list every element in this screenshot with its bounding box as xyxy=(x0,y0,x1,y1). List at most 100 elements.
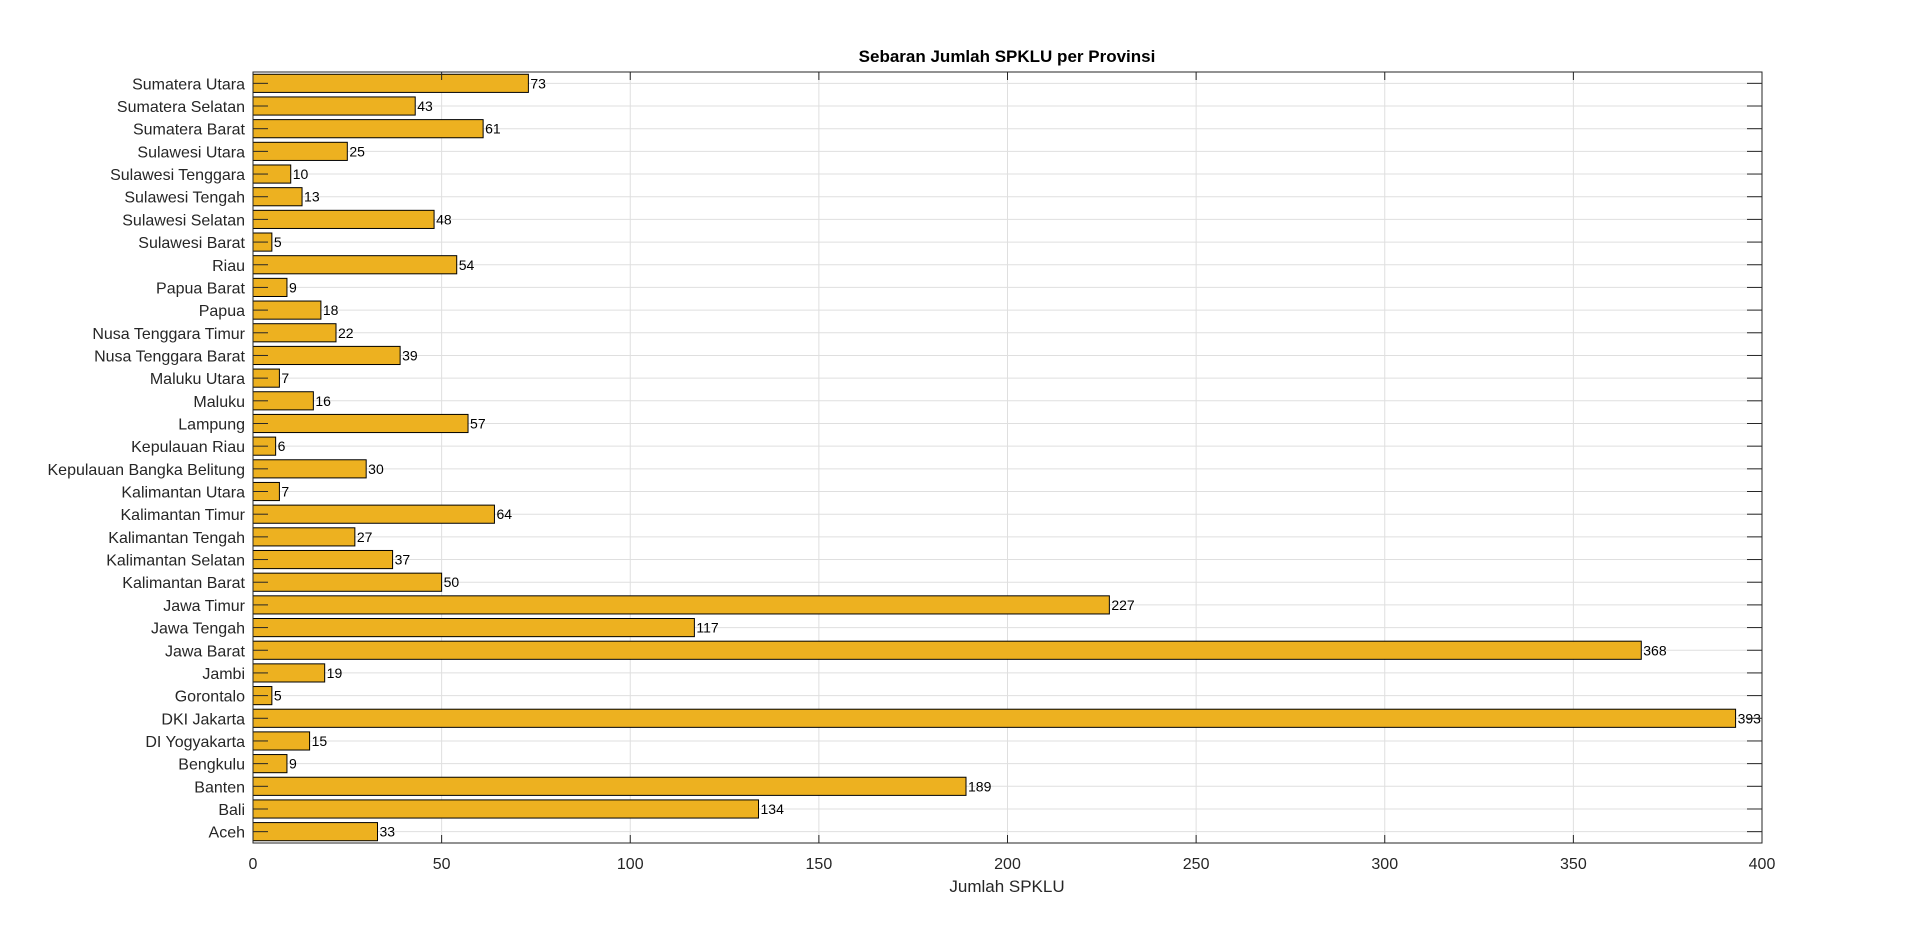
y-category-label: Lampung xyxy=(178,416,245,433)
bar-value-label: 5 xyxy=(274,688,282,704)
bar xyxy=(252,345,401,366)
bar-value-label: 16 xyxy=(315,393,331,409)
bar-value-label: 117 xyxy=(696,620,719,636)
bar xyxy=(252,595,1110,615)
y-category-label: Maluku Utara xyxy=(150,371,245,388)
bar-value-label: 134 xyxy=(761,801,785,817)
bar xyxy=(252,73,529,93)
bar-value-label: 9 xyxy=(289,756,297,772)
y-category-label: Riau xyxy=(212,258,245,275)
axes-box xyxy=(252,71,1763,844)
bar-value-label: 7 xyxy=(281,484,289,500)
grid xyxy=(253,72,1762,843)
bar xyxy=(252,708,1737,728)
y-category-label: Sulawesi Barat xyxy=(138,235,245,252)
y-category-label: Gorontalo xyxy=(175,689,245,706)
bar xyxy=(252,549,394,570)
y-category-label: Jawa Barat xyxy=(165,643,246,660)
bar-value-label: 64 xyxy=(496,506,512,522)
bar xyxy=(252,618,695,638)
y-category-label: Kalimantan Tengah xyxy=(108,530,245,547)
y-category-label: DI Yogyakarta xyxy=(145,734,245,751)
x-tick-label: 150 xyxy=(806,856,833,873)
y-category-label: Sulawesi Utara xyxy=(137,144,245,161)
y-category-label: DKI Jakarta xyxy=(161,711,245,728)
y-category-label: Sulawesi Selatan xyxy=(122,212,245,229)
bar-value-label: 43 xyxy=(417,98,433,114)
y-category-label: Jambi xyxy=(202,666,245,683)
bar xyxy=(252,119,484,139)
bar-value-label: 57 xyxy=(470,415,486,431)
y-category-label: Banten xyxy=(194,779,245,796)
bar xyxy=(252,255,458,275)
x-tick-label: 350 xyxy=(1560,856,1587,873)
bar xyxy=(252,413,469,434)
bar-value-label: 19 xyxy=(327,665,343,681)
x-tick-label: 400 xyxy=(1749,856,1776,873)
bar-value-label: 39 xyxy=(402,347,418,363)
bar xyxy=(252,459,367,479)
bar-value-label: 6 xyxy=(278,438,286,454)
bar-value-label: 27 xyxy=(357,529,373,545)
x-tick-label: 0 xyxy=(249,856,258,873)
bars xyxy=(252,73,1737,842)
bar-value-label: 50 xyxy=(444,574,460,590)
bar xyxy=(252,504,495,524)
bar xyxy=(252,776,967,796)
bar-value-label: 61 xyxy=(485,121,501,137)
x-tick-label: 250 xyxy=(1183,856,1210,873)
bar-value-label: 18 xyxy=(323,302,339,318)
bar-value-label: 30 xyxy=(368,461,384,477)
bar-value-label: 54 xyxy=(459,257,475,273)
x-tick-label: 100 xyxy=(617,856,644,873)
bar-value-label: 368 xyxy=(1643,642,1667,658)
y-category-label: Kalimantan Timur xyxy=(121,507,246,524)
y-category-label: Jawa Timur xyxy=(163,598,245,615)
x-tick-labels: 0 50 100 150 200 250 300 350 400 xyxy=(249,856,1776,873)
y-category-label: Maluku xyxy=(193,394,245,411)
bar-value-label: 48 xyxy=(436,211,452,227)
bar xyxy=(252,799,760,819)
bar-value-label: 10 xyxy=(293,166,309,182)
bar-value-label: 227 xyxy=(1111,597,1135,613)
y-category-label: Kalimantan Utara xyxy=(121,485,245,502)
y-category-label: Sumatera Selatan xyxy=(117,99,245,116)
y-category-label: Papua xyxy=(199,303,245,320)
bar-value-label: 22 xyxy=(338,325,354,341)
y-category-label: Sumatera Utara xyxy=(132,76,245,93)
x-tick-label: 300 xyxy=(1371,856,1398,873)
y-category-label: Bali xyxy=(218,802,245,819)
y-category-label: Kepulauan Bangka Belitung xyxy=(48,462,246,479)
y-category-label: Nusa Tenggara Barat xyxy=(94,348,245,365)
bar-value-label: 5 xyxy=(274,234,282,250)
bar-value-label: 25 xyxy=(349,143,365,159)
bar-value-label: 13 xyxy=(304,189,320,205)
bar-value-label: 189 xyxy=(968,778,992,794)
chart-title: Sebaran Jumlah SPKLU per Provinsi xyxy=(859,47,1156,66)
y-category-label: Nusa Tenggara Timur xyxy=(92,326,245,343)
bar xyxy=(252,527,356,547)
x-axis-label: Jumlah SPKLU xyxy=(949,877,1064,896)
y-category-label: Sulawesi Tenggara xyxy=(110,167,245,184)
y-category-label: Sulawesi Tengah xyxy=(124,190,245,207)
bar-value-label: 37 xyxy=(395,552,411,568)
y-category-label: Kalimantan Selatan xyxy=(106,553,245,570)
bar-value-label: 9 xyxy=(289,279,297,295)
data-labels: 3313418991539351936811722750372764730657… xyxy=(274,75,1761,839)
bar-value-label: 7 xyxy=(281,370,289,386)
bar xyxy=(252,572,443,592)
bar-value-label: 73 xyxy=(530,75,546,91)
bar xyxy=(252,96,416,116)
y-category-label: Sumatera Barat xyxy=(133,122,246,139)
bar xyxy=(252,640,1642,660)
bar-value-label: 15 xyxy=(312,733,328,749)
y-category-label: Papua Barat xyxy=(156,280,246,297)
bar-value-label: 33 xyxy=(379,824,395,840)
y-category-label: Bengkulu xyxy=(178,757,245,774)
y-category-label: Kalimantan Barat xyxy=(122,575,245,592)
bar xyxy=(252,209,435,229)
x-tick-label: 200 xyxy=(994,856,1021,873)
y-category-label: Jawa Tengah xyxy=(151,621,245,638)
y-category-label: Aceh xyxy=(209,825,245,842)
